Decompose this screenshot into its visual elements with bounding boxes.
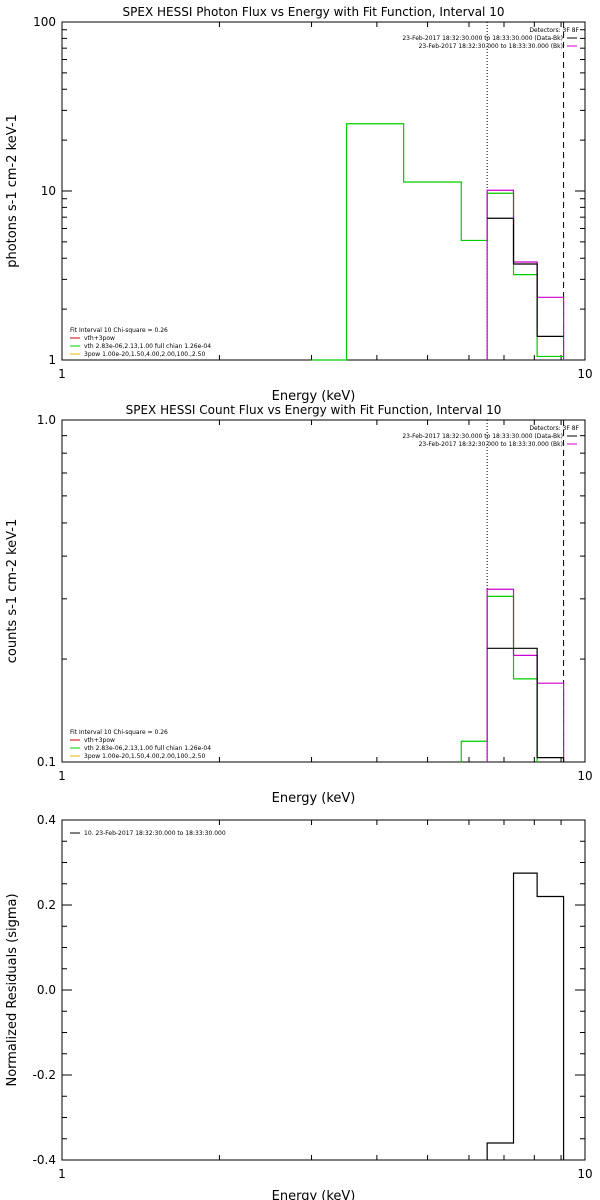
x-axis-label: Energy (keV)	[272, 1189, 356, 1200]
x-axis-ticks	[61, 22, 586, 360]
x-tick-label: 1	[58, 1167, 66, 1181]
legend-entry: 23-Feb-2017 18:32:30.000 to 18:33:30.000…	[402, 433, 563, 440]
y-axis-label: counts s-1 cm-2 keV-1	[5, 519, 20, 664]
legend-entry: vth+3pow	[84, 335, 115, 342]
y-tick-label: 0.0	[37, 983, 56, 997]
legend-entry: vth 2.83e-06,2.13,1.00 full chian 1.26e-…	[84, 343, 211, 350]
chart-title: SPEX HESSI Photon Flux vs Energy with Fi…	[123, 5, 505, 19]
legend-entry: vth+3pow	[84, 737, 115, 744]
series-1-histogram	[460, 595, 538, 762]
legend-left: Fit Interval 10 Chi-square = 0.26vth+3po…	[70, 327, 211, 358]
legend-fit-header: Fit Interval 10 Chi-square = 0.26	[70, 327, 168, 334]
y-tick-label: 0.4	[37, 813, 56, 827]
legend-detectors: Detectors: 3F 8F	[529, 425, 579, 432]
plot-frame	[61, 21, 586, 361]
x-axis-label: Energy (keV)	[272, 389, 356, 404]
x-axis-ticks	[61, 420, 586, 762]
x-tick-label: 10	[577, 1167, 592, 1181]
series-2-histogram	[486, 588, 565, 762]
y-tick-label: 1	[48, 353, 56, 367]
legend-detectors: Detectors: 3F 8F	[529, 27, 579, 34]
legend-left: Fit Interval 10 Chi-square = 0.26vth+3po…	[70, 729, 211, 760]
chart-title: SPEX HESSI Count Flux vs Energy with Fit…	[126, 403, 502, 417]
legend-fit-header: Fit Interval 10 Chi-square = 0.26	[70, 729, 168, 736]
legend-entry: vth 2.83e-06,2.13,1.00 full chian 1.26e-…	[84, 745, 211, 752]
series-1-histogram	[311, 123, 564, 361]
y-axis-ticks	[62, 419, 585, 763]
x-tick-label: 1	[58, 769, 66, 783]
x-tick-label: 10	[577, 367, 592, 381]
y-tick-label: 0.2	[37, 898, 56, 912]
legend-entry: 23-Feb-2017 18:32:30.000 to 18:33:30.000…	[402, 35, 563, 42]
y-axis-ticks	[62, 819, 585, 1161]
x-tick-label: 1	[58, 367, 66, 381]
panel-3: 1 10 0.4 0.2 0.0 -0.2 -0.4 Energy (keV) Normaliz…	[5, 813, 593, 1200]
x-axis-ticks	[61, 820, 586, 1160]
y-axis-ticks	[62, 21, 585, 361]
x-tick-label: 10	[577, 769, 592, 783]
series-1-histogram	[486, 872, 565, 1160]
legend-left: 10. 23-Feb-2017 18:32:30.000 to 18:33:30…	[70, 830, 226, 837]
y-tick-label: -0.2	[33, 1068, 56, 1082]
y-axis-label: photons s-1 cm-2 keV-1	[5, 114, 20, 268]
legend-entry: 3pow 1.00e-20,1.50,4.00,2.00,100.,2.50	[84, 753, 205, 760]
legend-entry: 23-Feb-2017 18:32:30.000 to 18:33:30.000…	[419, 441, 563, 448]
legend-entry: 23-Feb-2017 18:32:30.000 to 18:33:30.000…	[419, 43, 563, 50]
series-2-histogram	[486, 189, 565, 360]
legend-entry: 10. 23-Feb-2017 18:32:30.000 to 18:33:30…	[84, 830, 226, 837]
legend-entry: 3pow 1.00e-20,1.50,4.00,2.00,100.,2.50	[84, 351, 205, 358]
x-axis-label: Energy (keV)	[272, 791, 356, 806]
y-tick-label: 100	[33, 15, 56, 29]
series-3-histogram	[487, 217, 564, 337]
series-3-histogram	[487, 647, 565, 762]
y-axis-label: Normalized Residuals (sigma)	[5, 893, 20, 1086]
panel-2: SPEX HESSI Count Flux vs Energy with Fit…	[5, 403, 593, 806]
y-tick-label: -0.4	[33, 1153, 56, 1167]
panel-1: SPEX HESSI Photon Flux vs Energy with Fi…	[5, 5, 593, 404]
plot-frame	[61, 419, 586, 763]
y-tick-label: 10	[41, 184, 56, 198]
plot-frame	[61, 819, 586, 1161]
y-tick-label: 0.1	[37, 755, 56, 769]
y-tick-label: 1.0	[37, 413, 56, 427]
